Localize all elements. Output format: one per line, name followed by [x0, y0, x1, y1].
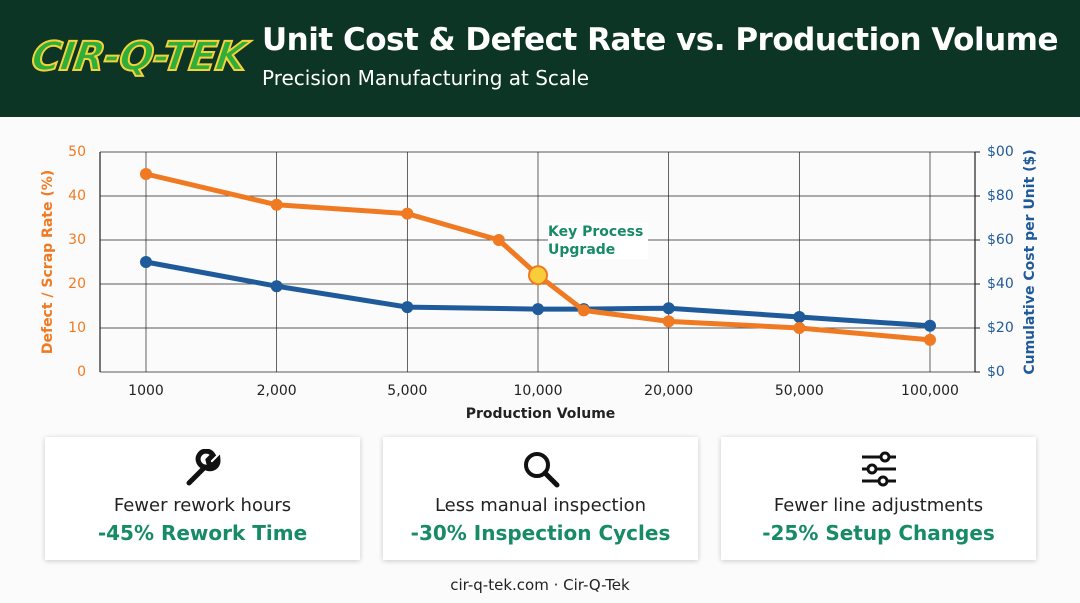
- y-tick-label: 50: [68, 144, 86, 160]
- point: [492, 234, 505, 246]
- point: [924, 333, 936, 346]
- x-tick-label: 10,000: [514, 383, 563, 399]
- y-axis-label: Defect / Scrap Rate (%): [40, 170, 56, 354]
- y2-tick-label: $00: [987, 144, 1014, 160]
- point: [401, 301, 414, 314]
- y-tick-label: 0: [77, 364, 86, 380]
- x-tick-label: 20,000: [644, 383, 693, 399]
- y-tick-label: 10: [68, 320, 86, 336]
- point: [270, 198, 283, 211]
- point: [401, 207, 414, 220]
- y-tick-label: 40: [68, 188, 86, 204]
- point: [140, 168, 152, 180]
- y-tick-label: 20: [68, 276, 86, 292]
- footer: cir-q-tek.com · Cir-Q-Tek: [450, 576, 630, 594]
- y2-tick-label: $40: [987, 276, 1014, 292]
- wrench-icon: [186, 449, 221, 486]
- annotation: Key Process Upgrade: [548, 223, 648, 259]
- series-line: [145, 259, 931, 329]
- chart: 0 10 20 30 40 50 $0 $20 $40 $60 $80 $00 1000 2,000 5,0…: [40, 144, 1038, 422]
- point: [140, 256, 152, 268]
- subtitle: Precision Manufacturing at Scale: [262, 66, 590, 90]
- point: [793, 322, 806, 334]
- x-tick-label: 1000: [128, 383, 164, 399]
- x-tick-label: 50,000: [775, 383, 824, 399]
- sliders-icon: [862, 451, 896, 487]
- x-tick-label: 100,000: [901, 383, 959, 399]
- y2-axis-label: Cumulative Cost per Unit ($): [1022, 149, 1038, 374]
- point: [662, 315, 675, 328]
- title: Unit Cost & Defect Rate vs. Production V…: [262, 22, 1059, 58]
- card-stat: -30% Inspection Cycles: [410, 521, 671, 545]
- x-axis-label: Production Volume: [466, 406, 616, 422]
- y2-tick-label: $20: [987, 320, 1014, 336]
- y2-tick-label: $60: [987, 232, 1014, 248]
- card-stat: -45% Rework Time: [97, 521, 308, 545]
- card-label: Less manual inspection: [434, 495, 647, 516]
- highlight-point: [528, 265, 548, 286]
- card-label: Fewer line adjustments: [773, 495, 984, 516]
- card-label: Fewer rework hours: [113, 495, 292, 516]
- y2-tick-label: $0: [987, 364, 1005, 380]
- card: Fewer rework hours -45% Rework Time: [45, 437, 360, 560]
- logo: CIR-Q-TEK: [28, 33, 250, 81]
- search-icon: [524, 452, 560, 488]
- card: Fewer line adjustments -25% Setup Change…: [721, 437, 1036, 560]
- x-tick-label: 5,000: [387, 383, 427, 399]
- point: [577, 304, 590, 317]
- point: [532, 303, 544, 316]
- x-tick-label: 2,000: [257, 383, 297, 399]
- y2-tick-label: $80: [987, 188, 1014, 204]
- point: [662, 302, 675, 315]
- card-stat: -25% Setup Changes: [762, 521, 995, 545]
- card: Less manual inspection -30% Inspection C…: [383, 437, 698, 560]
- header: CIR-Q-TEK Unit Cost & Defect Rate vs. Pr…: [0, 0, 1080, 117]
- point: [924, 319, 936, 332]
- point: [270, 280, 283, 293]
- y-tick-label: 30: [68, 232, 86, 248]
- point: [793, 311, 806, 323]
